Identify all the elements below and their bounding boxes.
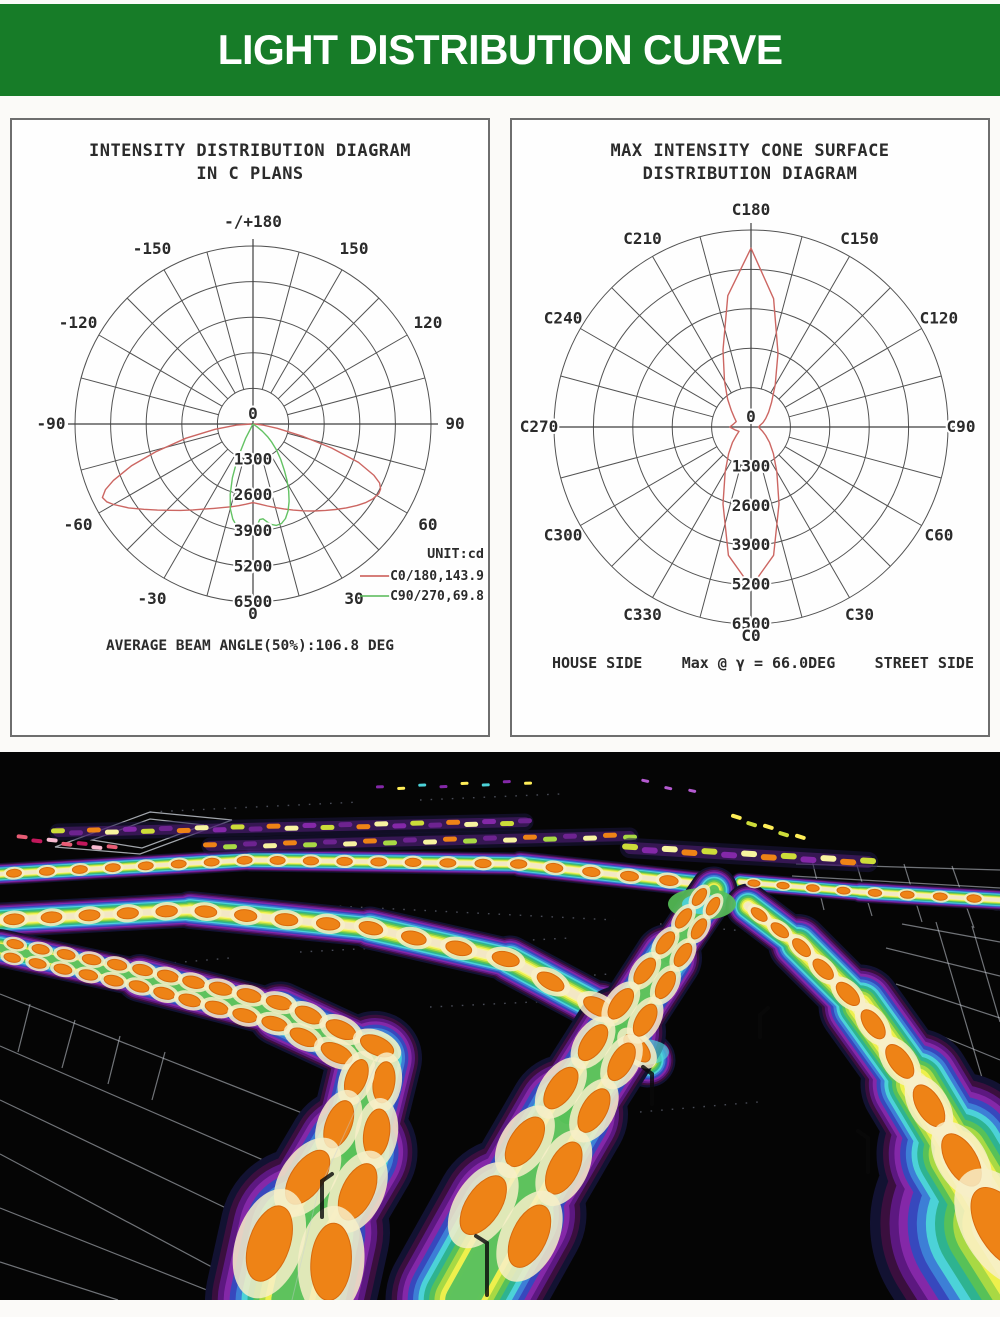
beam-angle-caption: AVERAGE BEAM ANGLE(50%):106.8 DEG (106, 638, 394, 654)
svg-text:0: 0 (248, 404, 258, 423)
svg-text:C300: C300 (544, 526, 583, 545)
page-title: LIGHT DISTRIBUTION CURVE (218, 26, 783, 74)
svg-text:C240: C240 (544, 309, 583, 328)
svg-text:0: 0 (248, 604, 258, 623)
svg-text:150: 150 (340, 239, 369, 258)
svg-text:C180: C180 (732, 200, 771, 219)
svg-text:C0: C0 (741, 626, 760, 645)
charts-row: INTENSITY DISTRIBUTION DIAGRAM IN C PLAN… (0, 118, 1000, 737)
header-banner: LIGHT DISTRIBUTION CURVE (0, 4, 1000, 96)
svg-text:C120: C120 (920, 309, 959, 328)
chart2-title-line2: DISTRIBUTION DIAGRAM (610, 163, 889, 186)
svg-text:-90: -90 (37, 414, 66, 433)
svg-text:C270: C270 (520, 417, 559, 436)
svg-text:0: 0 (746, 407, 756, 426)
chart1-title-line1: INTENSITY DISTRIBUTION DIAGRAM (89, 140, 411, 163)
svg-text:C60: C60 (924, 526, 953, 545)
svg-text:-30: -30 (138, 589, 167, 608)
svg-text:C210: C210 (623, 229, 662, 248)
svg-text:90: 90 (445, 414, 464, 433)
svg-text:C90: C90 (947, 417, 976, 436)
svg-text:-60: -60 (64, 515, 93, 534)
svg-text:C30: C30 (845, 605, 874, 624)
svg-text:1300: 1300 (732, 456, 771, 475)
svg-text:60: 60 (418, 515, 437, 534)
chart2-title: MAX INTENSITY CONE SURFACE DISTRIBUTION … (610, 140, 889, 186)
polar-curves (102, 424, 380, 533)
svg-text:1300: 1300 (234, 450, 273, 469)
false-color-road-lighting-render (0, 752, 1000, 1300)
chart2-title-line1: MAX INTENSITY CONE SURFACE (610, 140, 889, 163)
svg-text:2600: 2600 (234, 485, 273, 504)
svg-text:C0/180,143.9: C0/180,143.9 (390, 569, 484, 584)
svg-text:UNIT:cd: UNIT:cd (427, 546, 484, 562)
svg-text:-120: -120 (59, 313, 98, 332)
panel-intensity-distribution: INTENSITY DISTRIBUTION DIAGRAM IN C PLAN… (10, 118, 490, 737)
intensity-polar-chart: -/+180 -150 150 -120 120 -90 90 -60 60 -30 30 1300 2… (12, 190, 488, 636)
svg-text:C150: C150 (840, 229, 879, 248)
svg-text:30: 30 (344, 589, 363, 608)
max-gamma-label: Max @ γ = 66.0DEG (682, 654, 836, 672)
svg-text:120: 120 (413, 313, 442, 332)
chart1-title: INTENSITY DISTRIBUTION DIAGRAM IN C PLAN… (89, 140, 411, 186)
street-side-label: STREET SIDE (875, 654, 974, 672)
chart2-footer: HOUSE SIDE Max @ γ = 66.0DEG STREET SIDE (512, 654, 988, 672)
polar-labels: -/+180 -150 150 -120 120 -90 90 -60 60 -30 30 1300 2… (37, 212, 485, 623)
page: LIGHT DISTRIBUTION CURVE INTENSITY DISTR… (0, 4, 1000, 1300)
svg-text:5200: 5200 (234, 556, 273, 575)
svg-text:2600: 2600 (732, 496, 771, 515)
svg-text:-150: -150 (133, 239, 172, 258)
svg-text:3900: 3900 (234, 521, 273, 540)
house-side-label: HOUSE SIDE (552, 654, 642, 672)
illuminance-rendering (0, 752, 1000, 1300)
polar-grid (547, 223, 955, 631)
svg-text:3900: 3900 (732, 535, 771, 554)
svg-text:5200: 5200 (732, 575, 771, 594)
panel-max-cone-surface: MAX INTENSITY CONE SURFACE DISTRIBUTION … (510, 118, 990, 737)
svg-text:C330: C330 (623, 605, 662, 624)
svg-text:-/+180: -/+180 (224, 212, 282, 231)
chart1-title-line2: IN C PLANS (89, 163, 411, 186)
svg-text:C90/270,69.8: C90/270,69.8 (390, 589, 484, 604)
